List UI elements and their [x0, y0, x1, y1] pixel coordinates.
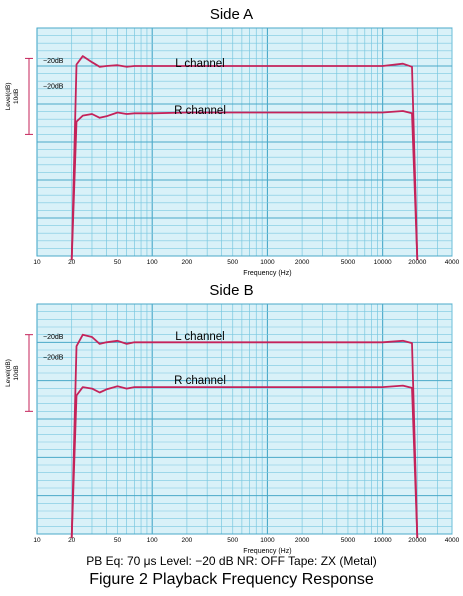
x-tick-label: 500	[227, 537, 238, 544]
side-a-chart: −20dB −20dB L channel R channel 10 20 50 100 200…	[5, 27, 460, 277]
y-axis-label: Level(dB)	[5, 359, 12, 387]
x-tick-label: 100	[147, 537, 158, 544]
figure-caption: Figure 2 Playback Frequency Response	[89, 571, 374, 588]
series-label-r: R channel	[174, 105, 226, 117]
series-line-l	[70, 55, 419, 261]
x-tick-label: 5000	[341, 537, 356, 544]
level-label-r: −20dB	[43, 354, 64, 361]
x-tick-label: 200	[181, 259, 192, 266]
y-axis-label: Level(dB)	[5, 82, 12, 110]
series-label-l: L channel	[175, 331, 224, 343]
x-tick-label: 2000	[295, 259, 310, 266]
x-axis-label: Frequency (Hz)	[243, 548, 291, 555]
x-tick-label: 50	[114, 259, 122, 266]
y-scale-label: 10dB	[13, 89, 20, 104]
level-label-r: −20dB	[43, 84, 64, 91]
side-a-title: Side A	[209, 6, 254, 23]
x-tick-label: 10	[33, 537, 41, 544]
x-tick-label: 50	[114, 537, 122, 544]
x-tick-label: 20	[68, 259, 76, 266]
test-conditions-caption: PB Eq: 70 μs Level: −20 dB NR: OFF Tape:…	[86, 554, 377, 568]
series-label-l: L channel	[175, 58, 224, 70]
x-axis-label: Frequency (Hz)	[243, 270, 291, 277]
x-tick-label: 5000	[341, 259, 356, 266]
x-tick-label: 20000	[408, 259, 426, 266]
series-line-r	[70, 384, 419, 539]
x-tick-label: 20000	[408, 537, 426, 544]
series-line-l	[70, 333, 419, 539]
x-tick-label: 100	[147, 259, 158, 266]
level-label-l: −20dB	[43, 58, 64, 65]
x-tick-label: 2000	[295, 537, 310, 544]
series-line-r	[70, 110, 419, 261]
x-tick-label: 10000	[374, 537, 392, 544]
level-label-l: −20dB	[43, 334, 64, 341]
side-b-chart: −20dB −20dB L channel R channel 10 20 50 100 200…	[5, 303, 460, 555]
x-tick-label: 20	[68, 537, 76, 544]
side-b-title: Side B	[209, 282, 254, 299]
series-label-r: R channel	[174, 375, 226, 387]
x-tick-label: 10	[33, 259, 41, 266]
x-tick-label: 10000	[374, 259, 392, 266]
x-tick-label: 200	[181, 537, 192, 544]
x-tick-label: 1000	[260, 259, 275, 266]
x-tick-label: 4000	[445, 537, 460, 544]
x-tick-label: 500	[227, 259, 238, 266]
y-scale-label: 10dB	[13, 365, 20, 380]
x-tick-label: 1000	[260, 537, 275, 544]
x-tick-label: 4000	[445, 259, 460, 266]
